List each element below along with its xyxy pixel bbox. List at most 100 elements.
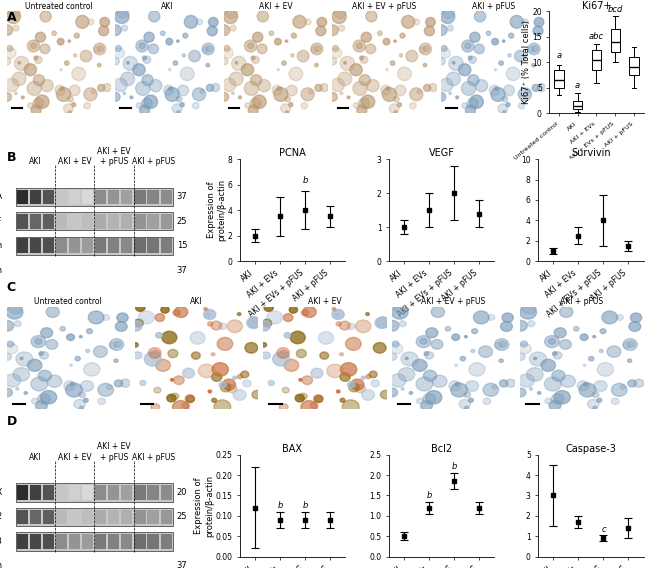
Circle shape <box>314 395 323 403</box>
Text: 25: 25 <box>177 217 187 226</box>
Circle shape <box>498 104 508 113</box>
Circle shape <box>192 102 199 109</box>
Circle shape <box>397 103 402 107</box>
Circle shape <box>98 398 105 404</box>
Bar <box>30 485 41 500</box>
Circle shape <box>64 104 73 113</box>
Bar <box>148 558 159 568</box>
Circle shape <box>413 360 427 371</box>
Circle shape <box>16 352 33 366</box>
Circle shape <box>66 334 75 340</box>
Circle shape <box>532 64 536 67</box>
Circle shape <box>91 90 96 94</box>
Circle shape <box>630 313 642 322</box>
Circle shape <box>192 352 200 359</box>
Circle shape <box>532 45 538 52</box>
Bar <box>108 509 120 524</box>
Bar <box>69 534 80 549</box>
Circle shape <box>171 393 179 400</box>
Circle shape <box>52 31 57 35</box>
Circle shape <box>127 61 129 64</box>
Circle shape <box>327 364 343 378</box>
Circle shape <box>88 19 94 25</box>
Circle shape <box>455 364 458 366</box>
Bar <box>69 485 80 500</box>
Circle shape <box>239 96 241 99</box>
Bar <box>17 263 28 278</box>
Circle shape <box>419 43 432 55</box>
Circle shape <box>297 51 309 62</box>
Circle shape <box>499 380 508 387</box>
Bar <box>161 214 172 229</box>
Circle shape <box>602 311 617 324</box>
Circle shape <box>253 32 263 42</box>
Circle shape <box>436 25 447 36</box>
Circle shape <box>70 364 72 366</box>
Circle shape <box>593 406 597 410</box>
Circle shape <box>367 80 379 91</box>
Circle shape <box>36 400 47 410</box>
Circle shape <box>528 321 535 327</box>
Text: Survivin: Survivin <box>0 241 3 250</box>
Bar <box>82 239 93 253</box>
Bar <box>16 483 173 502</box>
Circle shape <box>356 106 367 116</box>
Circle shape <box>593 336 595 338</box>
Circle shape <box>231 56 246 70</box>
Circle shape <box>458 64 471 76</box>
Bar <box>30 263 41 278</box>
Circle shape <box>375 317 389 328</box>
Circle shape <box>12 72 26 86</box>
Circle shape <box>499 61 503 65</box>
Circle shape <box>410 102 416 109</box>
Bar <box>17 190 28 204</box>
Circle shape <box>289 306 298 313</box>
PathPatch shape <box>554 70 564 88</box>
Title: VEGF: VEGF <box>429 148 454 158</box>
Bar <box>69 509 80 524</box>
Bar <box>43 558 54 568</box>
Circle shape <box>169 87 172 90</box>
Circle shape <box>46 307 59 318</box>
Circle shape <box>515 388 526 397</box>
Circle shape <box>426 328 438 338</box>
Circle shape <box>248 105 258 114</box>
Circle shape <box>47 375 62 387</box>
Circle shape <box>258 80 270 91</box>
Circle shape <box>109 339 124 350</box>
Circle shape <box>250 98 261 108</box>
Circle shape <box>31 105 41 114</box>
Circle shape <box>115 321 127 331</box>
Circle shape <box>35 402 47 411</box>
Circle shape <box>426 391 442 404</box>
Circle shape <box>474 11 486 22</box>
Bar <box>95 239 106 253</box>
Circle shape <box>394 111 397 114</box>
Circle shape <box>522 19 528 25</box>
Circle shape <box>489 85 499 95</box>
Circle shape <box>580 334 588 340</box>
Circle shape <box>79 392 85 398</box>
Circle shape <box>31 106 41 116</box>
Circle shape <box>31 43 36 49</box>
Circle shape <box>86 329 92 334</box>
Circle shape <box>523 303 536 314</box>
Bar <box>82 190 93 204</box>
Circle shape <box>68 111 72 114</box>
Circle shape <box>264 303 274 311</box>
Circle shape <box>154 387 161 393</box>
Circle shape <box>3 58 11 65</box>
Circle shape <box>495 87 498 90</box>
Title: AKI + EV: AKI + EV <box>308 297 342 306</box>
Circle shape <box>5 374 21 387</box>
Circle shape <box>109 343 117 348</box>
Text: D: D <box>6 415 17 428</box>
Circle shape <box>534 357 537 360</box>
Circle shape <box>328 93 337 101</box>
Circle shape <box>315 64 318 67</box>
Bar <box>56 509 67 524</box>
Text: AKI + EV: AKI + EV <box>58 157 92 166</box>
Circle shape <box>69 85 80 96</box>
Y-axis label: Ki67: Ki67 <box>0 53 4 72</box>
Bar <box>17 558 28 568</box>
